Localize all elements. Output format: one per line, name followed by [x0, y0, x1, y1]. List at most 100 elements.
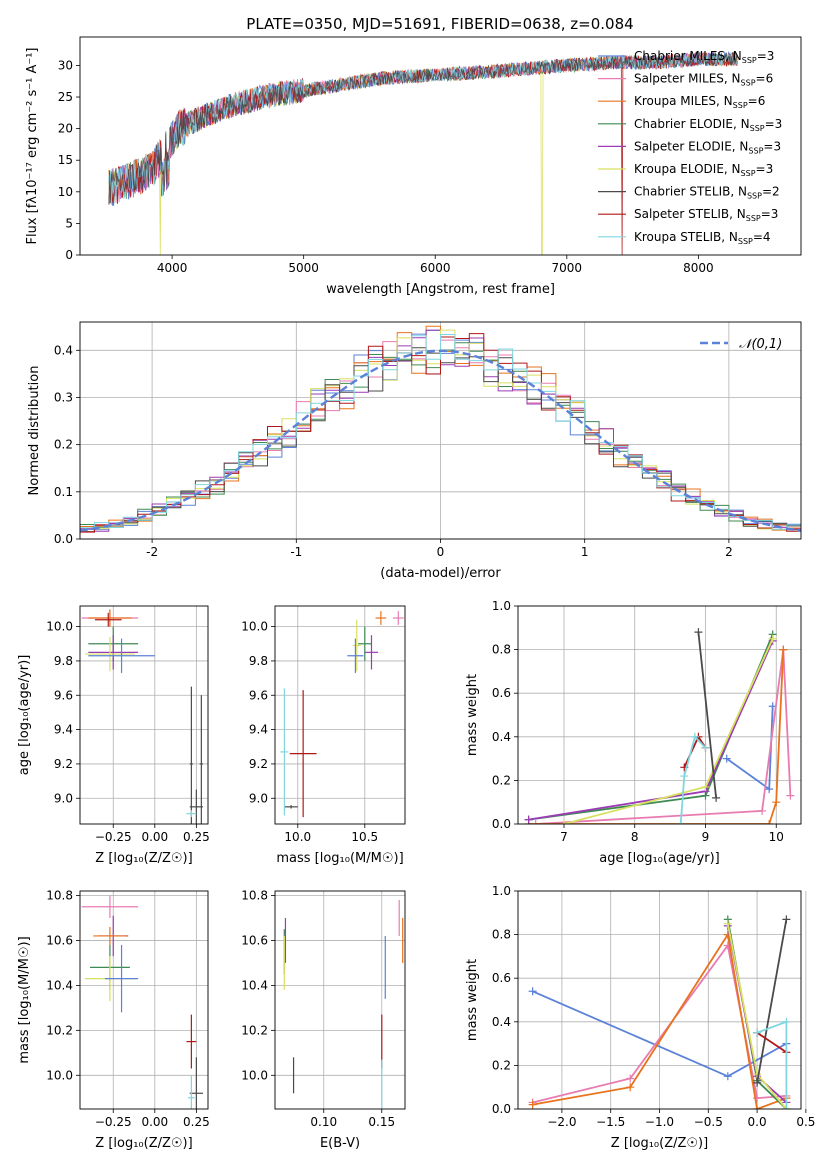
axes-frame: [79, 321, 802, 540]
weight-marker-kroupa_miles: [779, 645, 788, 654]
y-tick-label: 1.0: [492, 884, 511, 898]
axes-frame: [274, 890, 406, 1110]
y-tick-label: 0.4: [492, 730, 511, 744]
x-tick-label: −1.5: [596, 1115, 625, 1129]
x-tick-label: 7000: [552, 261, 583, 275]
y-tick-label: 10.0: [241, 1068, 268, 1082]
y-tick-label: 9.8: [249, 654, 268, 668]
errorbars: [81, 895, 204, 1109]
weight-marker-chabrier_miles: [765, 785, 774, 794]
y-tick-label: 10.4: [241, 978, 268, 992]
y-tick-label: 9.4: [249, 723, 268, 737]
y-axis-label: Normed distribution: [27, 366, 42, 496]
legend-label-chabrier_stelib: Chabrier STELIB, NSSP=2: [634, 185, 780, 201]
errorbars: [283, 899, 404, 1109]
weight-line-salpeter_miles: [535, 649, 792, 824]
panel-age_vs_Z: −0.25 0.00 0.25 9.0 9.2 9.4 9.6 9.8 10.0 Z [log₁₀…: [17, 605, 210, 866]
weight-line-chabrier_elodie: [528, 633, 774, 821]
y-tick-label: 9.2: [54, 757, 73, 771]
panel-spectrum: 4000 5000 6000 7000 8000 0 5 10 15 20 25 30 waveleng…: [25, 36, 802, 297]
x-tick-label: 0.00: [141, 830, 168, 844]
legend-label-normal: 𝒩(0,1): [739, 337, 782, 352]
weight-marker-chabrier_stelib: [782, 915, 791, 924]
axes-frame: [79, 36, 802, 256]
y-tick-label: 0.2: [492, 773, 511, 787]
y-tick-label: 20: [58, 122, 73, 136]
weight-line-kroupa_stelib: [679, 735, 707, 824]
axes-frame: [274, 605, 406, 825]
axes-frame: [79, 890, 209, 1110]
weight-marker-kroupa_stelib: [782, 1017, 791, 1026]
weight-line-kroupa_elodie: [563, 638, 774, 824]
weight-lines: [524, 628, 795, 824]
y-tick-label: 0.4: [54, 343, 73, 357]
weight-line-salpeter_elodie: [528, 640, 774, 821]
weight-marker-salpeter_miles: [531, 820, 540, 824]
legend-label-salpeter_elodie: Salpeter ELODIE, NSSP=3: [634, 139, 781, 155]
x-axis-label: age [log₁₀(age/yr)]: [599, 851, 720, 866]
y-tick-label: 9.0: [249, 791, 268, 805]
y-tick-label: 0.0: [492, 1102, 511, 1116]
legend-label-kroupa_miles: Kroupa MILES, NSSP=6: [634, 94, 765, 110]
weight-marker-kroupa_miles: [772, 798, 781, 807]
x-tick-label: 2: [725, 545, 733, 559]
errorbars: [81, 609, 204, 824]
x-tick-label: 9: [702, 830, 710, 844]
x-tick-label: 4000: [157, 261, 188, 275]
x-tick-label: 0: [437, 545, 445, 559]
y-tick-label: 10.2: [46, 1023, 73, 1037]
y-tick-label: 25: [58, 90, 73, 104]
y-tick-label: 0.2: [54, 438, 73, 452]
weight-marker-kroupa_stelib: [701, 743, 710, 752]
weight-marker-kroupa_elodie: [768, 634, 777, 643]
weight-line-chabrier_stelib: [697, 632, 717, 798]
x-tick-label: 0.0: [748, 1115, 767, 1129]
errorbars: [280, 611, 404, 818]
panel-age_vs_mass: 10.0 10.5 9.0 9.2 9.4 9.6 9.8 10.0 mass [log₁₀(M…: [241, 605, 406, 866]
x-axis-label: (data-model)/error: [380, 566, 501, 581]
spectrum-chabrier_stelib: [108, 52, 738, 205]
y-tick-label: 0: [65, 248, 73, 262]
legend-label-kroupa_stelib: Kroupa STELIB, NSSP=4: [634, 230, 771, 246]
y-axis-label: mass weight: [465, 674, 480, 756]
weight-marker-kroupa_miles: [765, 820, 774, 824]
weight-line-chabrier_stelib: [756, 919, 788, 1083]
y-tick-label: 0.6: [492, 686, 511, 700]
axes-frame: [79, 605, 209, 825]
weight-marker-kroupa_stelib: [680, 772, 689, 781]
y-tick-label: 1.0: [492, 599, 511, 613]
x-axis-label: wavelength [Angstrom, rest frame]: [326, 282, 555, 297]
weight-line-kroupa_miles: [528, 649, 785, 824]
x-tick-label: 0.25: [183, 1115, 210, 1129]
weight-marker-kroupa_elodie: [723, 919, 732, 928]
weight-line-salpeter_stelib: [756, 1031, 787, 1054]
weight-marker-kroupa_miles: [528, 1100, 537, 1109]
weight-marker-kroupa_elodie: [559, 820, 568, 824]
y-tick-label: 10.6: [241, 933, 268, 947]
legend-label-kroupa_elodie: Kroupa ELODIE, NSSP=3: [634, 162, 773, 178]
x-tick-label: −2.0: [547, 1115, 576, 1129]
weight-marker-chabrier_stelib: [694, 628, 703, 637]
x-tick-label: 7: [560, 830, 568, 844]
x-tick-label: 10.5: [351, 830, 378, 844]
x-tick-label: 10.0: [284, 830, 311, 844]
y-tick-label: 9.6: [54, 688, 73, 702]
x-tick-label: −1.0: [645, 1115, 674, 1129]
y-tick-label: 10.8: [46, 888, 73, 902]
y-axis-label: mass [log₁₀(M/M☉)]: [17, 936, 32, 1063]
x-axis-label: Z [log₁₀(Z/Z☉)]: [95, 851, 192, 866]
weight-marker-chabrier_stelib: [712, 793, 721, 802]
y-axis-label: Flux [fλ10⁻¹⁷ erg cm⁻² s⁻¹ A⁻¹]: [25, 48, 40, 245]
x-tick-label: 10: [769, 830, 784, 844]
y-tick-label: 0.3: [54, 390, 73, 404]
y-axis-label: age [log₁₀(age/yr)]: [17, 655, 32, 776]
axes-frame: [517, 605, 802, 825]
y-tick-label: 0.1: [54, 485, 73, 499]
y-tick-label: 30: [58, 58, 73, 72]
normal-curve: [80, 349, 801, 532]
weight-marker-kroupa_elodie: [753, 1070, 762, 1079]
y-tick-label: 0.0: [54, 532, 73, 546]
x-tick-label: 6000: [420, 261, 451, 275]
x-tick-label: −0.5: [694, 1115, 723, 1129]
panel-weight_vs_age: 7 8 9 10 0.0 0.2 0.4 0.6 0.8 1.0 age [log₁₀(age/yr…: [465, 599, 802, 866]
